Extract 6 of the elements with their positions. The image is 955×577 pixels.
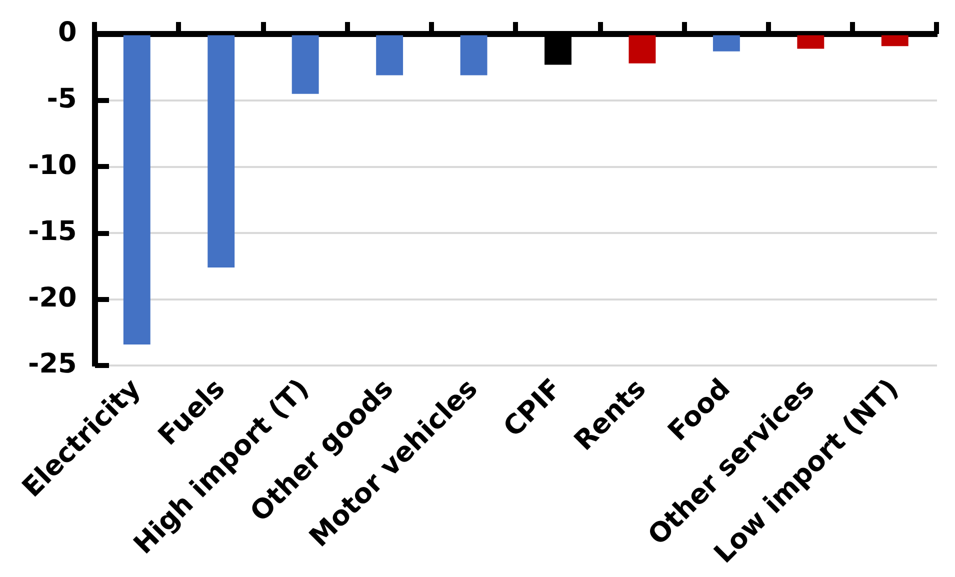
y-tick-label: -20 xyxy=(28,282,77,314)
y-tick-label: -25 xyxy=(28,348,77,380)
y-tick-label: 0 xyxy=(58,17,77,48)
y-tick-label: -10 xyxy=(28,150,77,181)
y-tick-label: -5 xyxy=(46,84,77,115)
y-tick-label: -15 xyxy=(28,216,77,248)
